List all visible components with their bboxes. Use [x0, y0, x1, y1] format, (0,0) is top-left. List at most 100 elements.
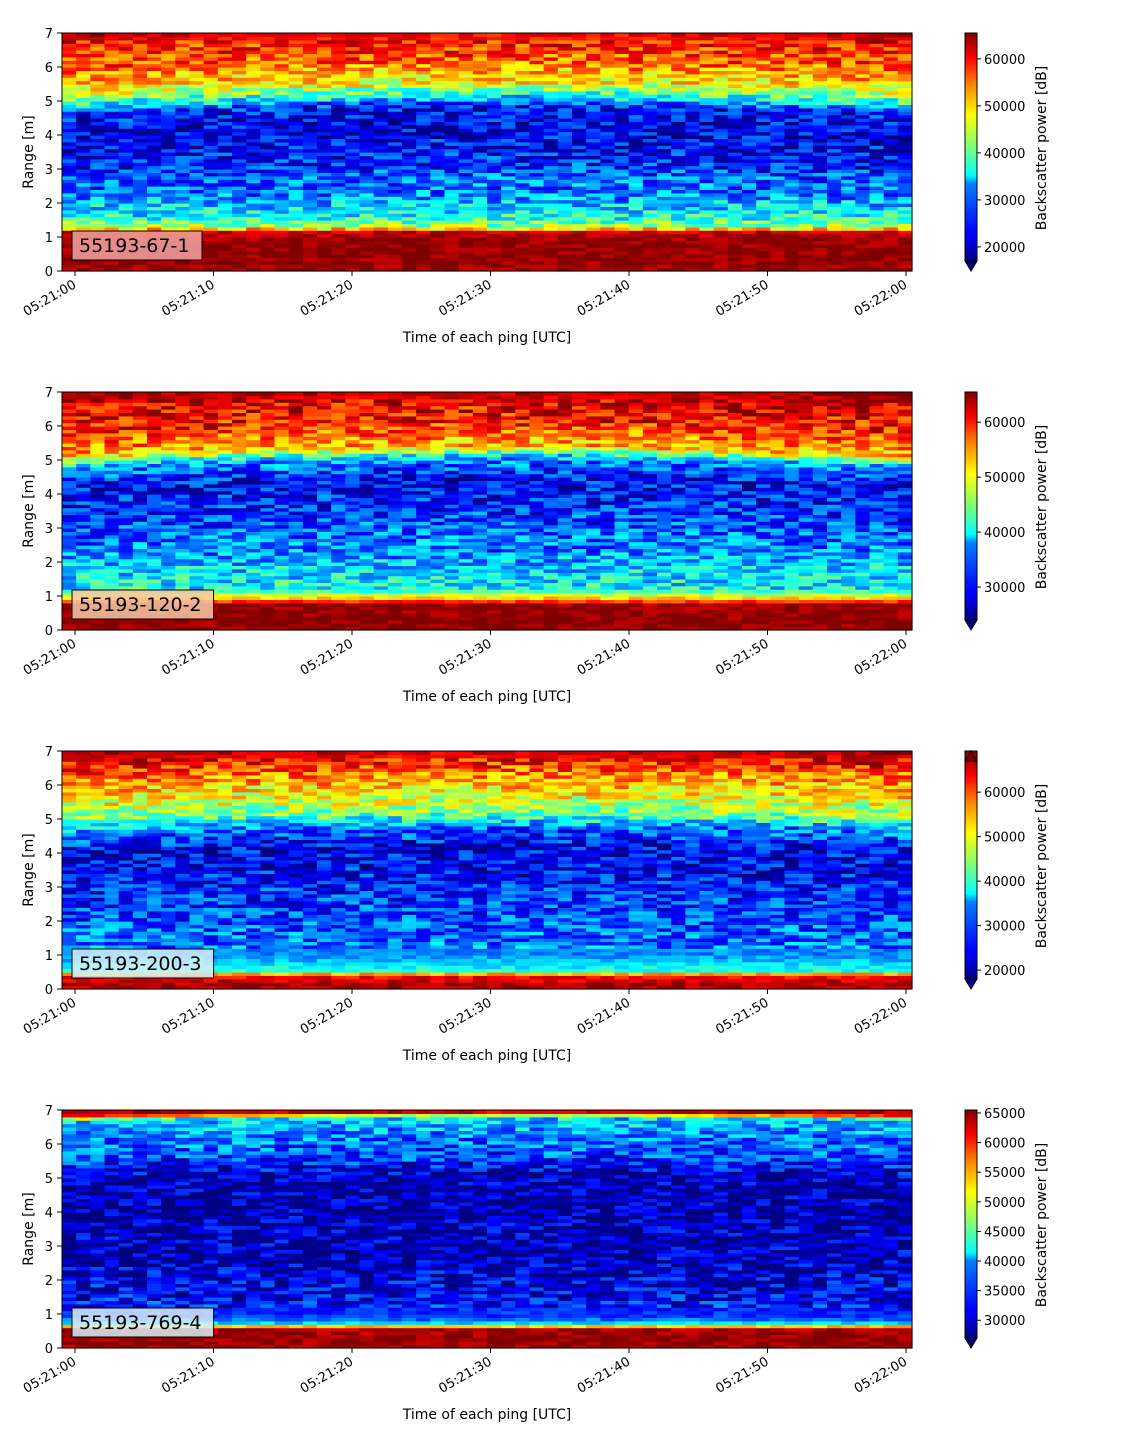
- heatmap-cell: [614, 97, 630, 102]
- heatmap-cell: [543, 165, 559, 170]
- heatmap-cell: [147, 148, 162, 153]
- heatmap-cell: [118, 216, 134, 221]
- heatmap-cell: [727, 203, 743, 207]
- heatmap-cell: [76, 101, 91, 105]
- heatmap-cell: [529, 237, 545, 241]
- heatmap-cell: [62, 46, 77, 51]
- heatmap-cell: [444, 73, 460, 78]
- heatmap-cell: [274, 226, 290, 231]
- heatmap-cell: [189, 148, 205, 153]
- heatmap-cell: [189, 80, 205, 85]
- heatmap-cell: [557, 77, 573, 82]
- heatmap-cell: [246, 220, 261, 224]
- heatmap-cell: [118, 107, 134, 112]
- heatmap-cell: [515, 50, 531, 54]
- heatmap-cell: [203, 213, 219, 218]
- heatmap-cell: [586, 260, 601, 265]
- heatmap-cell: [147, 189, 162, 194]
- heatmap-cell: [260, 233, 276, 238]
- heatmap-cell: [76, 77, 91, 82]
- heatmap-cell: [756, 141, 771, 146]
- y-tick-label: 2: [45, 197, 53, 212]
- heatmap-cell: [90, 111, 106, 116]
- heatmap-cell: [572, 162, 587, 167]
- heatmap-cell: [458, 220, 474, 224]
- heatmap-cell: [671, 97, 686, 102]
- heatmap-cell: [671, 165, 686, 170]
- heatmap-cell: [359, 114, 375, 119]
- heatmap-cell: [642, 175, 658, 180]
- heatmap-cell: [288, 60, 304, 65]
- heatmap-cell: [444, 152, 460, 156]
- heatmap-cell: [132, 50, 148, 54]
- heatmap-cell: [699, 46, 715, 51]
- heatmap-cell: [444, 84, 460, 88]
- heatmap-cell: [302, 118, 318, 122]
- heatmap-cell: [487, 56, 502, 61]
- heatmap-cell: [317, 101, 332, 105]
- heatmap-cell: [784, 226, 800, 231]
- heatmap-cell: [444, 240, 460, 245]
- heatmap-cell: [317, 254, 332, 258]
- heatmap-cell: [302, 155, 318, 160]
- heatmap-cell: [458, 250, 474, 255]
- heatmap-cell: [274, 230, 290, 235]
- heatmap-cell: [203, 36, 219, 41]
- heatmap-cell: [118, 87, 134, 92]
- heatmap-cell: [671, 206, 686, 211]
- heatmap-cell: [331, 186, 346, 190]
- heatmap-cell: [161, 165, 176, 170]
- heatmap-cell: [118, 53, 134, 58]
- heatmap-cell: [118, 36, 134, 41]
- heatmap-cell: [76, 392, 91, 396]
- heatmap-cell: [529, 77, 545, 82]
- heatmap-cell: [274, 138, 290, 143]
- heatmap-cell: [713, 128, 729, 133]
- heatmap-cell: [317, 223, 332, 228]
- heatmap-cell: [147, 87, 162, 92]
- heatmap-cell: [373, 209, 389, 214]
- heatmap-cell: [274, 158, 290, 163]
- heatmap-cell: [260, 226, 276, 231]
- heatmap-cell: [671, 250, 686, 255]
- heatmap-cell: [203, 216, 219, 221]
- heatmap-cell: [430, 104, 446, 109]
- heatmap-cell: [657, 247, 672, 252]
- heatmap-cell: [260, 152, 276, 156]
- heatmap-cell: [175, 107, 191, 112]
- heatmap-cell: [487, 121, 502, 126]
- heatmap-cell: [217, 46, 233, 51]
- heatmap-cell: [288, 104, 304, 109]
- heatmap-cell: [203, 254, 219, 258]
- heatmap-cell: [600, 148, 616, 153]
- heatmap-cell: [260, 220, 276, 224]
- heatmap-cell: [331, 33, 346, 37]
- heatmap-cell: [572, 243, 587, 248]
- heatmap-cell: [543, 104, 559, 109]
- heatmap-cell: [118, 70, 134, 75]
- heatmap-cell: [90, 203, 106, 207]
- heatmap-cell: [90, 67, 106, 71]
- heatmap-cell: [642, 240, 658, 245]
- heatmap-cell: [317, 114, 332, 119]
- heatmap-cell: [557, 158, 573, 163]
- heatmap-cell: [331, 80, 346, 85]
- heatmap-cell: [331, 196, 346, 201]
- heatmap-cell: [487, 128, 502, 133]
- heatmap-cell: [217, 87, 233, 92]
- heatmap-cell: [883, 148, 899, 153]
- heatmap-cell: [402, 84, 417, 88]
- heatmap-cell: [614, 155, 630, 160]
- heatmap-cell: [331, 148, 346, 153]
- heatmap-cell: [274, 155, 290, 160]
- heatmap-cell: [387, 39, 403, 44]
- heatmap-cell: [345, 165, 361, 170]
- heatmap-cell: [458, 206, 474, 211]
- heatmap-cell: [586, 67, 601, 71]
- heatmap-cell: [543, 73, 559, 78]
- heatmap-cell: [472, 186, 488, 190]
- heatmap-cell: [869, 233, 885, 238]
- heatmap-cell: [288, 135, 304, 139]
- heatmap-cell: [175, 104, 191, 109]
- heatmap-cell: [331, 209, 346, 214]
